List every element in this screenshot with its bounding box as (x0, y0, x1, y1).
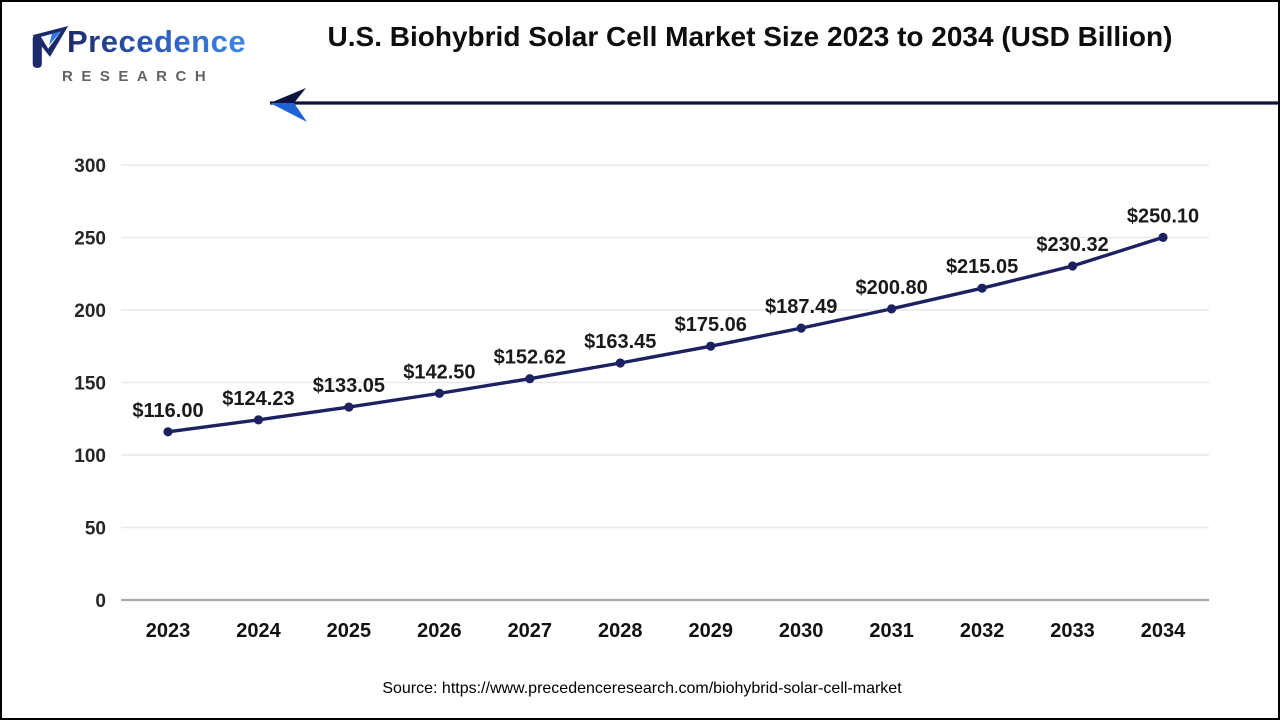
data-label: $152.62 (494, 347, 566, 369)
arrow-head-top (270, 88, 306, 103)
logo-subtitle: RESEARCH (62, 68, 215, 85)
data-point (887, 304, 897, 314)
data-label: $133.05 (313, 375, 385, 397)
x-tick-label: 2025 (327, 620, 372, 642)
left-arrow-rule (270, 88, 1278, 122)
data-point (434, 388, 444, 398)
y-tick-label: 150 (74, 374, 106, 395)
x-tick-label: 2030 (779, 620, 824, 642)
data-label: $250.10 (1127, 205, 1199, 227)
data-label: $124.23 (222, 388, 294, 410)
x-tick-label: 2034 (1141, 620, 1186, 642)
data-label: $175.06 (675, 314, 747, 336)
y-tick-label: 250 (74, 229, 106, 250)
y-tick-label: 0 (95, 591, 106, 612)
data-point (1158, 232, 1168, 242)
arrow-head-bottom (270, 103, 307, 122)
x-tick-label: 2026 (417, 620, 462, 642)
x-tick-label: 2028 (598, 620, 643, 642)
source-text: Source: https://www.precedenceresearch.c… (382, 680, 902, 697)
data-point (344, 402, 354, 412)
x-tick-label: 2029 (688, 620, 733, 642)
x-tick-label: 2024 (236, 620, 281, 642)
data-label: $187.49 (765, 296, 837, 318)
paper-plane-icon (32, 26, 69, 68)
data-point (1067, 261, 1078, 271)
data-point (706, 341, 716, 351)
page-title: U.S. Biohybrid Solar Cell Market Size 20… (327, 21, 1173, 52)
x-tick-label: 2027 (508, 620, 553, 642)
y-tick-label: 50 (85, 519, 106, 540)
y-tick-label: 100 (74, 446, 106, 467)
data-point (796, 323, 806, 333)
data-label: $230.32 (1036, 234, 1108, 256)
x-tick-label: 2033 (1050, 620, 1095, 642)
data-point (253, 415, 264, 425)
logo-brand-name: Precedence (67, 22, 246, 62)
precedence-research-logo: Precedence RESEARCH (30, 22, 246, 85)
y-tick-label: 300 (74, 156, 106, 177)
market-size-line-chart: 0 50 100 150 200 250 300 2023 2024 2025 2026 2027 20… (74, 156, 1209, 642)
y-tick-label: 200 (74, 301, 106, 322)
logo-brand-row: Precedence (30, 22, 246, 68)
x-tick-label: 2023 (146, 620, 191, 642)
series-line (166, 235, 1165, 434)
data-point (163, 427, 173, 437)
data-label: $215.05 (946, 256, 1018, 278)
data-point (615, 358, 625, 368)
data-label: $163.45 (584, 331, 656, 353)
data-label: $200.80 (855, 277, 927, 299)
x-tick-label: 2032 (960, 620, 1005, 642)
data-label: $142.50 (403, 361, 475, 383)
data-label: $116.00 (132, 400, 203, 422)
data-point (525, 374, 535, 384)
data-point (977, 283, 987, 293)
x-tick-label: 2031 (869, 620, 914, 642)
